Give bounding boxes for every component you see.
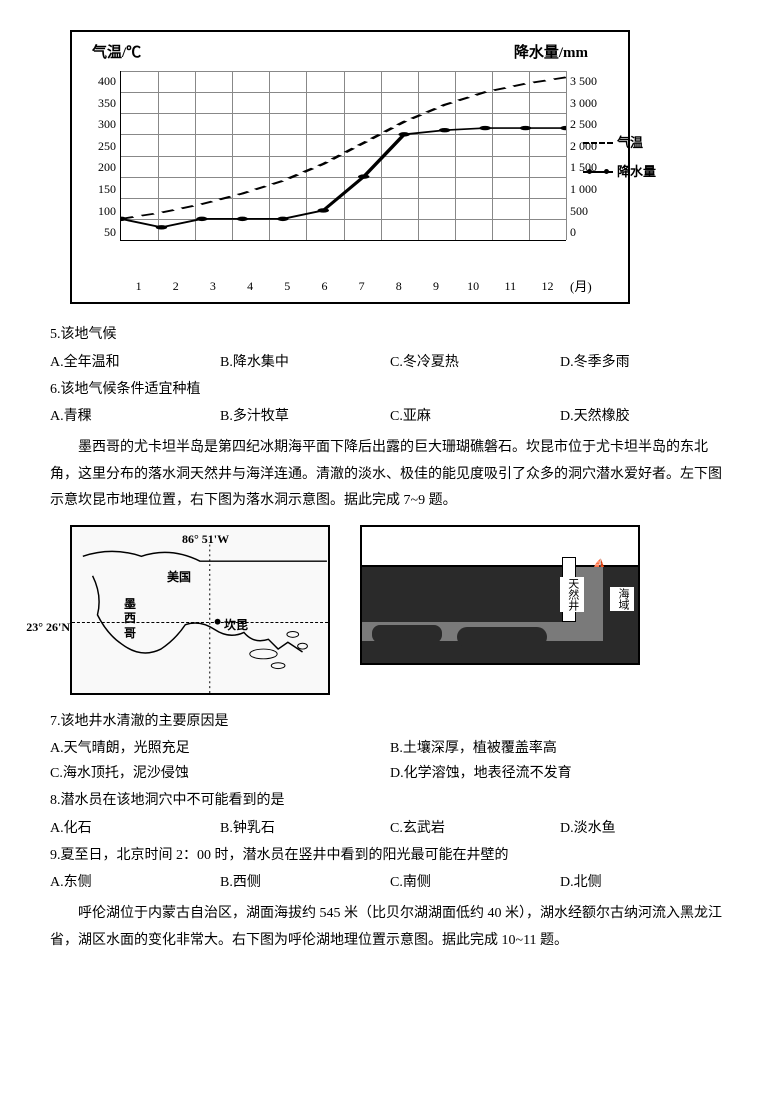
well-label: 天然井 [560,577,584,612]
x-axis: 1 2 3 4 5 6 7 8 9 10 11 12 [120,276,566,298]
question-6-options: A.青稞 B.多汁牧草 C.亚麻 D.天然橡胶 [50,404,730,429]
q7-opt-d: D.化学溶蚀，地表径流不发育 [390,761,730,786]
legend-temp: 气温 [583,131,656,154]
country-usa: 美国 [167,567,191,589]
question-7-stem: 7.该地井水清澈的主要原因是 [50,709,730,734]
x-axis-unit: (月) [570,275,592,298]
passage-yucatan: 墨西哥的尤卡坦半岛是第四纪冰期海平面下降后出露的巨大珊瑚礁磐石。坎昆市位于尤卡坦… [50,435,730,515]
sea-label: 海域 [610,587,634,611]
q7-opt-a: A.天气晴朗，光照充足 [50,736,390,761]
city-cancun: 坎昆 [224,615,248,637]
q9-opt-c: C.南侧 [390,870,560,895]
question-8-options: A.化石 B.钟乳石 C.玄武岩 D.淡水鱼 [50,816,730,841]
q6-opt-a: A.青稞 [50,404,220,429]
chart-plot-area: 400 350 300 250 200 150 100 50 [82,71,618,271]
rock-upper [362,567,562,622]
q9-opt-a: A.东侧 [50,870,220,895]
rock-blob-2 [457,627,547,647]
q8-opt-c: C.玄武岩 [390,816,560,841]
right-axis-title: 降水量/mm [514,40,588,67]
q8-opt-d: D.淡水鱼 [560,816,730,841]
question-5-options: A.全年温和 B.降水集中 C.冬冷夏热 D.冬季多雨 [50,350,730,375]
q5-opt-b: B.降水集中 [220,350,390,375]
q9-opt-b: B.西侧 [220,870,390,895]
q5-opt-a: A.全年温和 [50,350,220,375]
q6-opt-b: B.多汁牧草 [220,404,390,429]
q7-opt-c: C.海水顶托，泥沙侵蚀 [50,761,390,786]
q5-opt-c: C.冬冷夏热 [390,350,560,375]
legend-precip: 降水量 [583,160,656,183]
rock-blob-1 [372,625,442,643]
chart-lines [121,71,566,240]
question-9-stem: 9.夏至日，北京时间 2：00 时，潜水员在竖井中看到的阳光最可能在井壁的 [50,843,730,868]
cave-diagram: ⛵ 天然井 海域 [360,525,640,665]
chart-legend: 气温 降水量 [583,131,656,190]
plot-grid: 气温 降水量 [120,71,566,241]
q7-opt-b: B.土壤深厚，植被覆盖率高 [390,736,730,761]
left-axis-title: 气温/℃ [92,40,141,67]
location-map: 86° 51'W 23° 26'N 美国 墨 西 哥 坎昆 [70,525,330,695]
chart-axis-titles: 气温/℃ 降水量/mm [82,40,618,67]
map-figures-row: 86° 51'W 23° 26'N 美国 墨 西 哥 坎昆 ⛵ 天然 [70,525,730,695]
question-9-options: A.东侧 B.西侧 C.南侧 D.北侧 [50,870,730,895]
climate-chart: 气温/℃ 降水量/mm 400 350 300 250 200 150 100 … [70,30,630,304]
dash-line-icon [583,142,613,144]
q8-opt-a: A.化石 [50,816,220,841]
lat-label: 23° 26'N [26,617,70,639]
q5-opt-d: D.冬季多雨 [560,350,730,375]
q8-opt-b: B.钟乳石 [220,816,390,841]
country-mexico: 墨 西 哥 [124,597,136,640]
coastline-svg [72,527,328,693]
question-5-stem: 5.该地气候 [50,322,730,347]
rock-right-wall [603,567,638,665]
q6-opt-d: D.天然橡胶 [560,404,730,429]
q6-opt-c: C.亚麻 [390,404,560,429]
y-axis-left: 400 350 300 250 200 150 100 50 [82,71,120,241]
solid-line-icon [583,171,613,173]
passage-hulun-lake: 呼伦湖位于内蒙古自治区，湖面海拔约 545 米（比贝尔湖湖面低约 40 米），湖… [50,901,730,954]
q9-opt-d: D.北侧 [560,870,730,895]
question-7-options: A.天气晴朗，光照充足 B.土壤深厚，植被覆盖率高 C.海水顶托，泥沙侵蚀 D.… [50,736,730,786]
question-6-stem: 6.该地气候条件适宜种植 [50,377,730,402]
question-8-stem: 8.潜水员在该地洞穴中不可能看到的是 [50,788,730,813]
